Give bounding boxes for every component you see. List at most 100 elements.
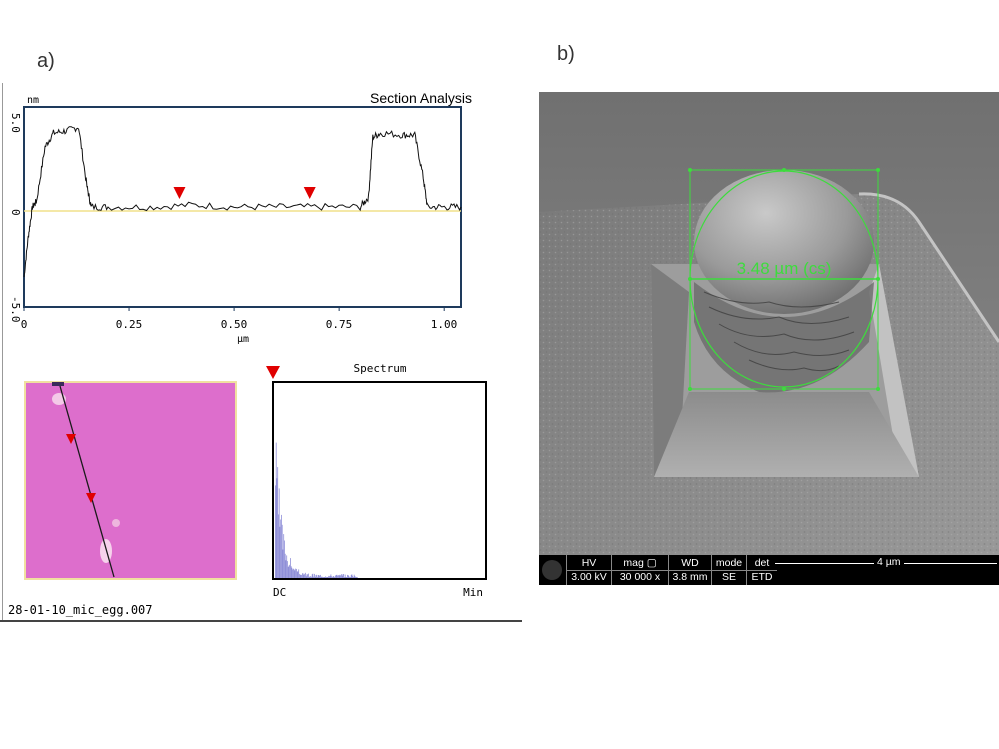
- fei-logo-icon: [542, 560, 562, 580]
- spectrum-bar: [355, 576, 357, 578]
- spectrum-bar: [320, 574, 321, 578]
- spectrum-cursor-marker[interactable]: [266, 366, 280, 379]
- spectrum-bar: [303, 574, 305, 578]
- info-column: det ETD: [746, 555, 777, 585]
- spectrum-x-right: Min: [463, 586, 483, 599]
- spectrum-bar: [296, 571, 298, 578]
- spectrum-bar: [329, 576, 330, 578]
- spectrum-bar: [275, 485, 276, 578]
- x-unit-label: µm: [237, 334, 249, 345]
- info-column-value: 3.00 kV: [567, 570, 611, 584]
- measurement-label: 3.48 µm (cs): [737, 259, 832, 278]
- spectrum-bar: [317, 576, 318, 578]
- measure-handles[interactable]: [688, 168, 880, 391]
- profile-plot-frame: [23, 106, 462, 308]
- x-tick-100: 1.00: [431, 318, 458, 331]
- spectrum-bar: [281, 514, 282, 578]
- profile-marker-2[interactable]: [303, 187, 316, 199]
- spectrum-bar: [300, 574, 302, 578]
- spectrum-bar: [335, 575, 337, 578]
- spectrum-bar: [283, 534, 285, 578]
- afm-bright-spot: [112, 519, 120, 527]
- spectrum-bar: [356, 577, 357, 578]
- y-unit-label: nm: [27, 95, 39, 106]
- info-column: WD 3.8 mm: [668, 555, 711, 585]
- spectrum-bar: [280, 519, 282, 578]
- spectrum-bar: [314, 573, 315, 578]
- spectrum-x-left: DC: [273, 586, 286, 599]
- spectrum-bar: [296, 569, 297, 578]
- spectrum-bar: [311, 574, 313, 578]
- spectrum-bar: [334, 577, 336, 578]
- spectrum-bar: [338, 575, 340, 578]
- spectrum-bar: [321, 576, 323, 578]
- spectrum-bar: [292, 569, 294, 578]
- spectrum-bar: [286, 555, 288, 578]
- spectrum-bar: [325, 576, 327, 578]
- spectrum-bar: [354, 576, 356, 578]
- sem-image: 3.48 µm (cs) HV 3.00 kV mag ▢ 30 000 x WD 3.8…: [539, 92, 999, 585]
- afm-marker-2[interactable]: [86, 493, 96, 503]
- info-column: mag ▢ 30 000 x: [611, 555, 668, 585]
- spectrum-bar: [314, 577, 316, 578]
- spectrum-bar: [353, 574, 355, 578]
- afm-image-area: [24, 381, 237, 580]
- spectrum-bar: [302, 573, 303, 578]
- spectrum-bar: [284, 553, 286, 578]
- spectrum-bar: [352, 575, 354, 578]
- spectrum-bar: [301, 575, 303, 578]
- spectrum-bar: [326, 577, 327, 578]
- spectrum-bar: [298, 569, 300, 578]
- info-column-value: 30 000 x: [612, 570, 668, 584]
- info-column-value: ETD: [747, 570, 777, 584]
- spectrum-bar: [332, 576, 334, 578]
- spectrum-frame: [272, 381, 487, 580]
- x-tick-0: 0: [21, 318, 28, 331]
- spectrum-bar: [331, 576, 333, 578]
- panel-a-label: a): [37, 50, 55, 72]
- sem-scene: 3.48 µm (cs): [539, 92, 999, 585]
- spectrum-bar: [348, 576, 350, 578]
- spectrum-bar: [322, 577, 324, 578]
- afm-section-line[interactable]: [59, 385, 115, 578]
- spectrum-bar: [285, 560, 287, 578]
- x-tick-025: 0.25: [116, 318, 143, 331]
- spectrum-bar: [290, 566, 292, 578]
- sem-crack-pattern: [703, 291, 855, 372]
- spectrum-bar: [313, 576, 315, 578]
- profile-marker-1[interactable]: [173, 187, 186, 199]
- y-tick-bottom: -5.0: [9, 296, 22, 323]
- spectrum-bar: [347, 574, 348, 578]
- spectrum-bar: [344, 577, 345, 578]
- sem-sphere: [694, 170, 874, 314]
- spectrum-bar: [316, 574, 318, 578]
- spectrum-bar: [299, 573, 300, 578]
- afm-marker-1[interactable]: [66, 434, 76, 444]
- spectrum-bar: [278, 488, 280, 578]
- panel-a: nm Section Analysis 5.0 0 -5.0 0 0.25 0.…: [0, 80, 522, 622]
- x-tick-075: 0.75: [326, 318, 353, 331]
- spectrum-bar: [336, 574, 338, 578]
- spectrum-bar: [308, 573, 309, 578]
- spectrum-bar: [315, 575, 317, 578]
- spectrum-bar: [312, 573, 314, 578]
- spectrum-bar: [304, 573, 306, 578]
- spectrum-bar: [341, 575, 343, 578]
- afm-dark-spot: [52, 382, 64, 386]
- sem-pyramid-front-face: [654, 392, 919, 477]
- spectrum-bar: [306, 574, 308, 578]
- spectrum-bar: [347, 575, 349, 578]
- spectrum-bar: [308, 577, 310, 578]
- spectrum-bar: [281, 524, 283, 578]
- spectrum-bar: [344, 574, 346, 578]
- sem-substrate-edge: [858, 192, 999, 343]
- spectrum-bar: [293, 568, 294, 578]
- y-tick-zero: 0: [9, 209, 22, 216]
- profile-series-line: [23, 126, 462, 278]
- spectrum-bar: [307, 574, 309, 578]
- spectrum-bar: [309, 576, 311, 578]
- spectrum-bar: [329, 575, 331, 578]
- spectrum-bar: [323, 577, 325, 578]
- spectrum-bar: [351, 574, 353, 578]
- spectrum-bar: [328, 575, 330, 578]
